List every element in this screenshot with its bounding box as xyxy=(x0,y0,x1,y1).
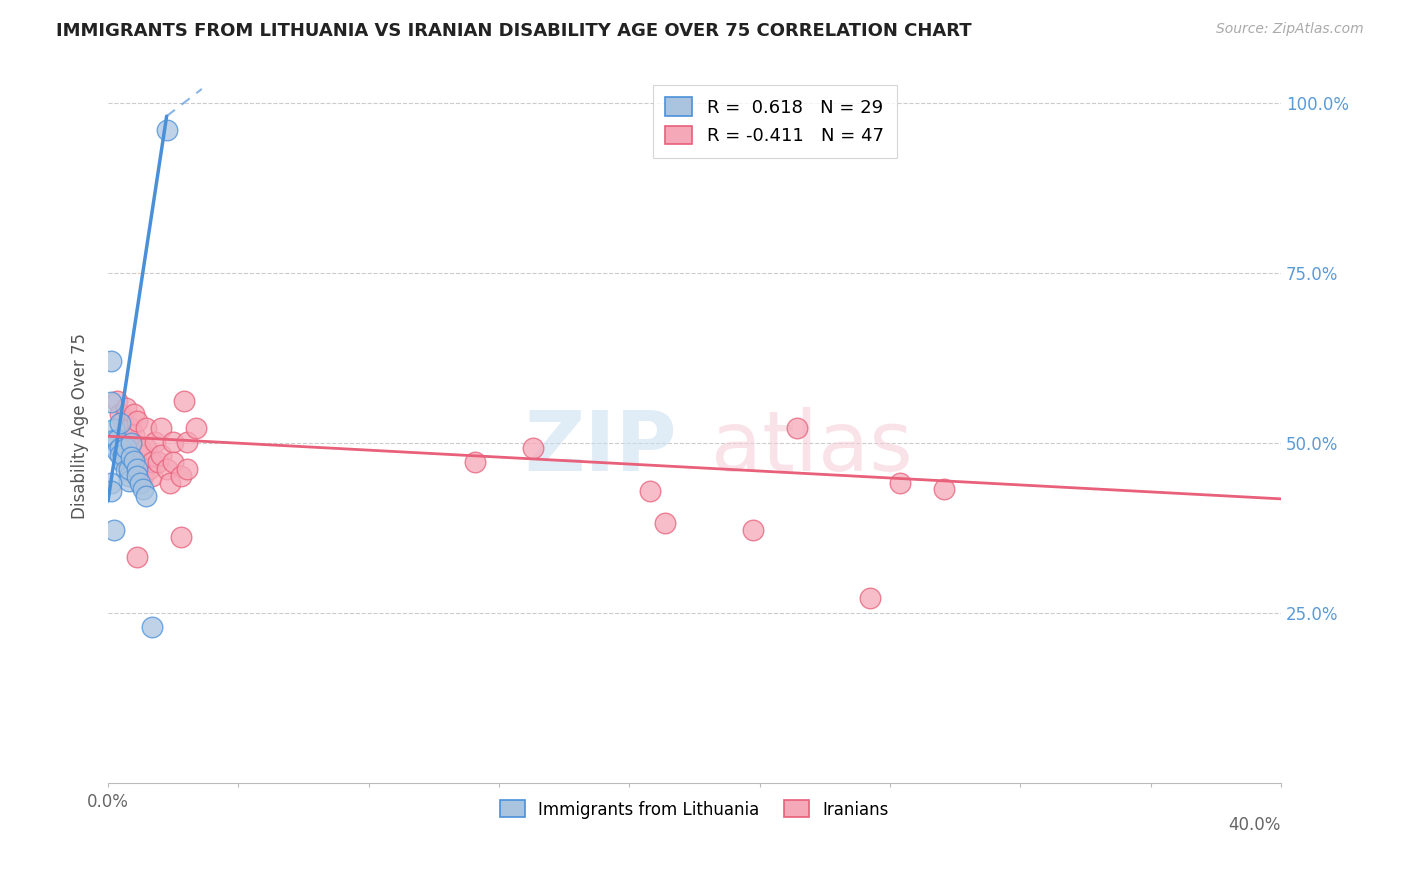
Point xyxy=(111,455,134,469)
Point xyxy=(138,462,160,476)
Point xyxy=(120,436,142,450)
Point xyxy=(103,523,125,537)
Point xyxy=(162,455,184,469)
Point xyxy=(149,448,172,462)
Point xyxy=(156,462,179,476)
Point xyxy=(114,434,136,449)
Point xyxy=(184,421,207,435)
Text: atlas: atlas xyxy=(711,407,912,488)
Point xyxy=(859,591,882,606)
Point xyxy=(114,401,136,415)
Point xyxy=(786,421,808,435)
Point xyxy=(156,123,179,137)
Point xyxy=(100,395,122,409)
Point xyxy=(105,433,128,447)
Point xyxy=(124,454,146,468)
Point xyxy=(464,455,486,469)
Point xyxy=(146,455,169,469)
Point xyxy=(120,421,142,435)
Point xyxy=(129,442,152,456)
Point xyxy=(129,462,152,476)
Point xyxy=(135,442,157,456)
Legend: Immigrants from Lithuania, Iranians: Immigrants from Lithuania, Iranians xyxy=(494,794,896,825)
Text: ZIP: ZIP xyxy=(524,407,676,488)
Point xyxy=(100,354,122,368)
Text: 40.0%: 40.0% xyxy=(1229,815,1281,834)
Point xyxy=(889,475,911,490)
Point xyxy=(105,393,128,408)
Point xyxy=(114,442,136,456)
Point xyxy=(176,462,198,476)
Point xyxy=(127,468,149,483)
Point xyxy=(159,475,181,490)
Point xyxy=(117,462,139,476)
Point xyxy=(103,433,125,447)
Text: IMMIGRANTS FROM LITHUANIA VS IRANIAN DISABILITY AGE OVER 75 CORRELATION CHART: IMMIGRANTS FROM LITHUANIA VS IRANIAN DIS… xyxy=(56,22,972,40)
Point xyxy=(117,474,139,488)
Point xyxy=(103,422,125,436)
Point xyxy=(173,393,195,408)
Point xyxy=(132,468,155,483)
Point xyxy=(654,516,676,531)
Point xyxy=(100,475,122,490)
Point xyxy=(117,442,139,456)
Point xyxy=(127,462,149,476)
Point xyxy=(141,455,163,469)
Point xyxy=(111,428,134,442)
Point xyxy=(105,444,128,458)
Point xyxy=(120,450,142,464)
Point xyxy=(176,434,198,449)
Point xyxy=(149,421,172,435)
Point xyxy=(124,408,146,422)
Point xyxy=(124,428,146,442)
Point xyxy=(108,408,131,422)
Point xyxy=(932,483,955,497)
Point xyxy=(522,442,544,456)
Point xyxy=(135,421,157,435)
Point xyxy=(141,620,163,634)
Point xyxy=(143,434,166,449)
Point xyxy=(111,414,134,428)
Point xyxy=(100,483,122,498)
Point xyxy=(170,530,193,544)
Point xyxy=(129,475,152,490)
Point xyxy=(132,448,155,462)
Point xyxy=(132,483,155,497)
Point xyxy=(742,523,765,537)
Point xyxy=(117,468,139,483)
Y-axis label: Disability Age Over 75: Disability Age Over 75 xyxy=(72,333,89,519)
Point xyxy=(141,468,163,483)
Point xyxy=(108,448,131,462)
Text: Source: ZipAtlas.com: Source: ZipAtlas.com xyxy=(1216,22,1364,37)
Point xyxy=(170,468,193,483)
Point xyxy=(135,489,157,503)
Point xyxy=(640,483,662,498)
Point xyxy=(108,416,131,430)
Point xyxy=(117,421,139,435)
Point xyxy=(120,448,142,462)
Point xyxy=(127,414,149,428)
Point xyxy=(111,448,134,462)
Point xyxy=(162,434,184,449)
Point xyxy=(127,455,149,469)
Point xyxy=(114,463,136,477)
Point xyxy=(108,442,131,456)
Point xyxy=(127,550,149,565)
